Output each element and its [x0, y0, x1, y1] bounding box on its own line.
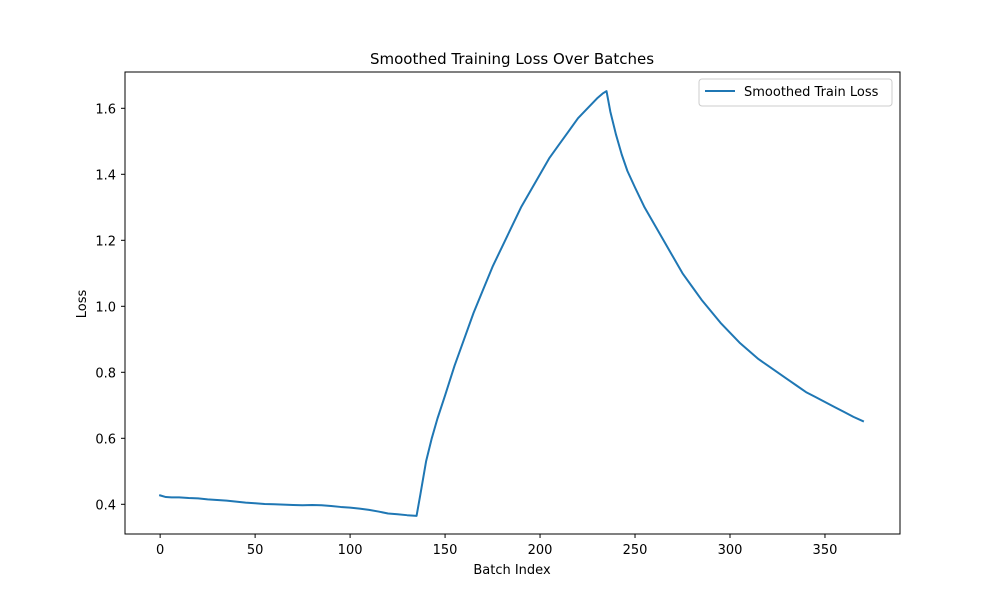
plot-area — [158, 90, 865, 517]
x-tick-label: 250 — [623, 543, 648, 558]
legend-label: Smoothed Train Loss — [744, 85, 879, 100]
x-tick-label: 200 — [528, 543, 553, 558]
x-tick-label: 0 — [156, 543, 164, 558]
y-tick-label: 0.8 — [95, 366, 116, 381]
y-axis-label: Loss — [75, 290, 90, 319]
y-tick-label: 0.4 — [95, 498, 116, 513]
x-axis: 0 50 100 150 200 250 300 350 — [156, 534, 837, 558]
legend-box — [698, 78, 893, 107]
y-tick-label: 1.6 — [95, 102, 116, 117]
y-tick-label: 0.6 — [95, 432, 116, 447]
x-axis-label: Batch Index — [473, 563, 551, 578]
x-tick-label: 100 — [338, 543, 363, 558]
y-axis: 0.4 0.6 0.8 1.0 1.2 1.4 1.6 — [95, 102, 125, 513]
plot-frame — [124, 71, 901, 535]
series-line-0 — [158, 90, 865, 517]
y-tick-label: 1.2 — [95, 234, 116, 249]
x-tick-label: 350 — [813, 543, 838, 558]
chart-title: Smoothed Training Loss Over Batches — [370, 50, 654, 68]
x-tick-label: 300 — [718, 543, 743, 558]
y-tick-label: 1.4 — [95, 168, 116, 183]
y-tick-label: 1.0 — [95, 300, 116, 315]
x-tick-label: 50 — [247, 543, 264, 558]
legend: Smoothed Train Loss — [698, 78, 893, 107]
x-tick-label: 150 — [433, 543, 458, 558]
